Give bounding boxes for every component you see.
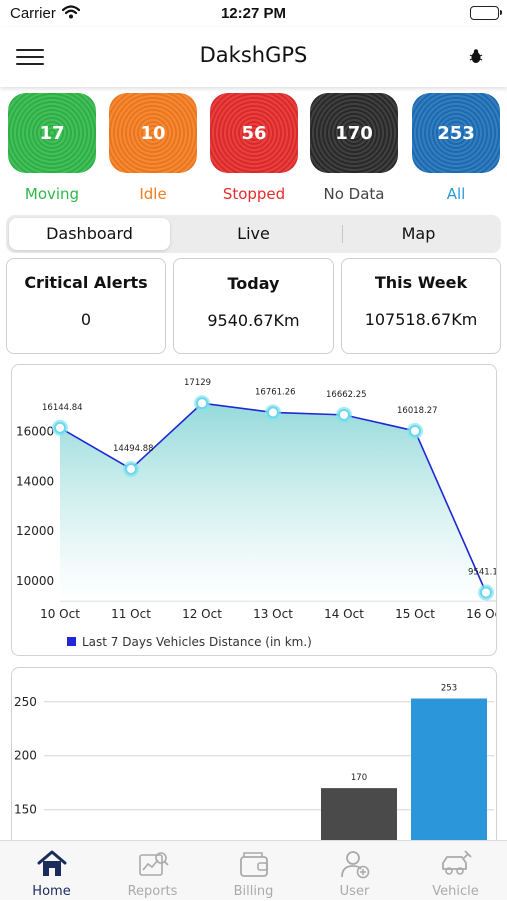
y-tick-label: 250 [14, 695, 37, 709]
distance-chart-card: 10000 12000 14000 16000 16144.84 14494.88 1712… [11, 364, 497, 656]
nav-home-label: Home [32, 884, 71, 899]
week-distance-card[interactable]: This Week 107518.67Km [341, 258, 501, 354]
nav-home[interactable]: Home [1, 841, 102, 901]
nav-vehicle-label: Vehicle [432, 884, 479, 899]
x-tick-label: 12 Oct [182, 607, 222, 621]
y-tick-label: 16000 [16, 424, 54, 438]
nav-billing[interactable]: Billing [203, 841, 304, 901]
critical-alerts-title: Critical Alerts [24, 273, 148, 292]
carrier-label: Carrier [10, 5, 56, 22]
moving-label: Moving [24, 185, 80, 203]
data-point [480, 586, 492, 599]
week-title: This Week [374, 273, 468, 292]
data-point [125, 462, 137, 475]
week-value: 107518.67Km [364, 310, 478, 329]
legend-swatch [67, 637, 76, 646]
y-tick-label: 10000 [16, 574, 54, 588]
battery-icon [470, 6, 502, 20]
distance-line-chart: 10000 12000 14000 16000 16144.84 14494.88 1712… [16, 378, 497, 649]
status-bar: Carrier 12:27 PM [0, 0, 507, 26]
data-point [409, 424, 421, 437]
no-data-label: No Data [323, 185, 385, 203]
app-title: DakshGPS [199, 43, 308, 67]
nav-user-label: User [339, 884, 370, 899]
stopped-count: 56 [241, 122, 267, 144]
y-tick-label: 14000 [16, 474, 54, 488]
data-value-label: 9541.11 [468, 567, 497, 577]
x-tick-label: 10 Oct [40, 607, 80, 621]
tab-dashboard[interactable]: Dashboard [9, 218, 170, 250]
status-bar-chart-card: 100150200250170253 [11, 667, 497, 867]
x-tick-label: 13 Oct [253, 607, 293, 621]
data-point [267, 406, 279, 419]
billing-icon [238, 849, 270, 879]
tab-live[interactable]: Live [237, 224, 270, 243]
data-value-label: 14494.88 [113, 444, 154, 454]
data-value-label: 16018.27 [397, 406, 438, 416]
home-icon [36, 849, 68, 879]
tab-map[interactable]: Map [401, 224, 436, 243]
vehicle-icon [440, 849, 472, 879]
user-icon [339, 849, 371, 879]
idle-count: 10 [140, 122, 166, 144]
tile-idle[interactable]: 10 [109, 93, 197, 173]
tab-divider [342, 225, 343, 243]
y-tick-label: 150 [14, 803, 37, 817]
idle-label: Idle [139, 185, 167, 203]
today-distance-card[interactable]: Today 9540.67Km [173, 258, 334, 354]
bar-value-label: 253 [441, 684, 457, 694]
bottom-navigation: Home Reports Billing [0, 840, 507, 900]
tile-all[interactable]: 253 [412, 93, 500, 173]
nav-user[interactable]: User [304, 841, 405, 901]
y-tick-label: 12000 [16, 524, 54, 538]
all-count: 253 [437, 122, 475, 144]
x-tick-label: 14 Oct [324, 607, 364, 621]
y-tick-label: 200 [14, 749, 37, 763]
nav-reports[interactable]: Reports [102, 841, 203, 901]
hamburger-menu-icon[interactable] [16, 49, 44, 67]
tile-moving[interactable]: 17 [8, 93, 96, 173]
legend-label: Last 7 Days Vehicles Distance (in km.) [82, 635, 312, 649]
data-point [338, 408, 350, 421]
critical-alerts-value: 0 [80, 310, 92, 329]
reports-icon [137, 849, 169, 879]
stopped-label: Stopped [222, 185, 286, 203]
data-value-label: 17129 [184, 378, 211, 388]
bar-value-label: 170 [351, 773, 367, 783]
data-point [196, 397, 208, 410]
x-tick-label: 11 Oct [111, 607, 151, 621]
tile-stopped[interactable]: 56 [210, 93, 298, 173]
data-value-label: 16761.26 [255, 387, 296, 397]
app-header: DakshGPS [0, 27, 507, 87]
segment-tabs: Dashboard Live Map [6, 215, 501, 253]
tile-no-data[interactable]: 170 [310, 93, 398, 173]
wifi-icon [61, 5, 81, 23]
status-bar-chart: 100150200250170253 [14, 684, 494, 866]
today-value: 9540.67Km [207, 311, 300, 330]
clock: 12:27 PM [220, 5, 287, 22]
x-tick-label: 15 Oct [395, 607, 435, 621]
no-data-count: 170 [335, 122, 373, 144]
vehicle-status-tiles: 17 10 56 170 253 Moving Idle Stopped No … [6, 93, 502, 203]
nav-billing-label: Billing [233, 884, 274, 899]
data-point [54, 421, 66, 434]
x-tick-label: 16 Oct [466, 607, 497, 621]
nav-reports-label: Reports [127, 884, 178, 899]
bug-icon[interactable] [469, 48, 483, 68]
series-area [60, 403, 486, 601]
all-label: All [446, 185, 466, 203]
today-title: Today [227, 274, 280, 293]
data-value-label: 16144.84 [42, 403, 83, 413]
bar-all [411, 698, 487, 866]
moving-count: 17 [39, 122, 65, 144]
nav-vehicle[interactable]: Vehicle [405, 841, 506, 901]
critical-alerts-card[interactable]: Critical Alerts 0 [6, 258, 166, 354]
data-value-label: 16662.25 [326, 390, 367, 400]
